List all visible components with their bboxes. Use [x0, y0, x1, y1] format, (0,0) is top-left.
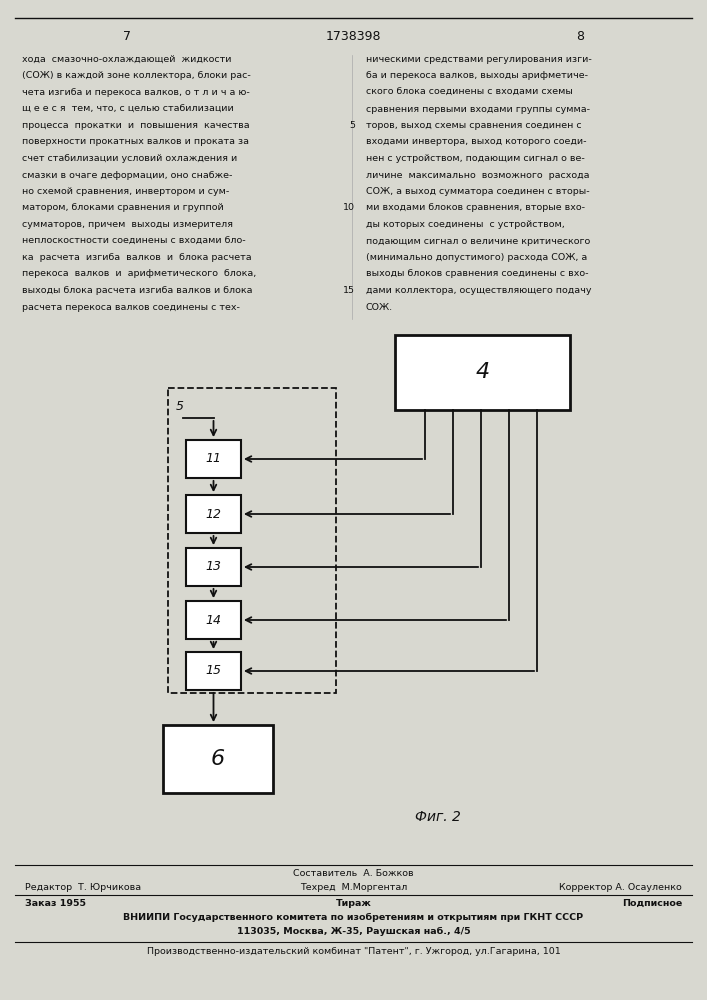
Text: сравнения первыми входами группы сумма-: сравнения первыми входами группы сумма- — [366, 104, 590, 113]
Text: неплоскостности соединены с входами бло-: неплоскостности соединены с входами бло- — [22, 236, 245, 245]
Bar — [186, 601, 241, 639]
Text: ба и перекоса валков, выходы арифметиче-: ба и перекоса валков, выходы арифметиче- — [366, 72, 588, 81]
Text: Тираж: Тираж — [336, 899, 371, 908]
Text: ского блока соединены с входами схемы: ского блока соединены с входами схемы — [366, 88, 573, 97]
Text: Фиг. 2: Фиг. 2 — [415, 810, 461, 824]
Text: 13: 13 — [206, 560, 221, 574]
Text: Редактор  Т. Юрчикова: Редактор Т. Юрчикова — [25, 883, 141, 892]
Text: подающим сигнал о величине критического: подающим сигнал о величине критического — [366, 236, 590, 245]
Text: 12: 12 — [206, 508, 221, 520]
Text: (СОЖ) в каждой зоне коллектора, блоки рас-: (СОЖ) в каждой зоне коллектора, блоки ра… — [22, 72, 251, 81]
Text: СОЖ.: СОЖ. — [366, 302, 393, 312]
Text: выходы блока расчета изгиба валков и блока: выходы блока расчета изгиба валков и бло… — [22, 286, 252, 295]
Text: выходы блоков сравнения соединены с вхо-: выходы блоков сравнения соединены с вхо- — [366, 269, 588, 278]
Text: матором, блоками сравнения и группой: матором, блоками сравнения и группой — [22, 204, 223, 213]
Text: 5: 5 — [349, 121, 355, 130]
Text: (минимально допустимого) расхода СОЖ, а: (минимально допустимого) расхода СОЖ, а — [366, 253, 588, 262]
Text: чета изгиба и перекоса валков, о т л и ч а ю-: чета изгиба и перекоса валков, о т л и ч… — [22, 88, 250, 97]
Text: 4: 4 — [475, 362, 489, 382]
Bar — [186, 652, 241, 690]
Text: входами инвертора, выход которого соеди-: входами инвертора, выход которого соеди- — [366, 137, 587, 146]
Text: 5: 5 — [176, 400, 184, 413]
Text: расчета перекоса валков соединены с тех-: расчета перекоса валков соединены с тех- — [22, 302, 240, 312]
Text: 11: 11 — [206, 452, 221, 466]
Text: Техред  М.Моргентал: Техред М.Моргентал — [300, 883, 407, 892]
Text: ническими средствами регулирования изги-: ническими средствами регулирования изги- — [366, 55, 592, 64]
Bar — [186, 548, 241, 586]
Text: 7: 7 — [123, 30, 132, 43]
Text: сумматоров, причем  выходы измерителя: сумматоров, причем выходы измерителя — [22, 220, 233, 229]
Text: Составитель  А. Божков: Составитель А. Божков — [293, 869, 414, 878]
Text: 15: 15 — [206, 664, 221, 678]
Text: ми входами блоков сравнения, вторые вхо-: ми входами блоков сравнения, вторые вхо- — [366, 204, 585, 213]
Text: ды которых соединены  с устройством,: ды которых соединены с устройством, — [366, 220, 565, 229]
Text: Подписное: Подписное — [621, 899, 682, 908]
Text: хода  смазочно-охлаждающей  жидкости: хода смазочно-охлаждающей жидкости — [22, 55, 231, 64]
Text: 15: 15 — [343, 286, 355, 295]
Text: перекоса  валков  и  арифметического  блока,: перекоса валков и арифметического блока, — [22, 269, 256, 278]
Bar — [186, 440, 241, 478]
Bar — [186, 495, 241, 533]
Text: СОЖ, а выход сумматора соединен с вторы-: СОЖ, а выход сумматора соединен с вторы- — [366, 187, 590, 196]
Text: Производственно-издательский комбинат "Патент", г. Ужгород, ул.Гагарина, 101: Производственно-издательский комбинат "П… — [146, 947, 561, 956]
Text: смазки в очаге деформации, оно снабже-: смазки в очаге деформации, оно снабже- — [22, 170, 233, 180]
Text: ка  расчета  изгиба  валков  и  блока расчета: ка расчета изгиба валков и блока расчета — [22, 253, 252, 262]
Text: 10: 10 — [343, 204, 355, 213]
Text: ВНИИПИ Государственного комитета по изобретениям и открытиям при ГКНТ СССР: ВНИИПИ Государственного комитета по изоб… — [124, 913, 583, 922]
Text: щ е е с я  тем, что, с целью стабилизации: щ е е с я тем, что, с целью стабилизации — [22, 104, 234, 113]
Text: 6: 6 — [211, 749, 225, 769]
Text: личине  максимально  возможного  расхода: личине максимально возможного расхода — [366, 170, 590, 180]
Text: 1738398: 1738398 — [326, 30, 381, 43]
Text: процесса  прокатки  и  повышения  качества: процесса прокатки и повышения качества — [22, 121, 250, 130]
Text: торов, выход схемы сравнения соединен с: торов, выход схемы сравнения соединен с — [366, 121, 582, 130]
Bar — [163, 725, 273, 793]
Text: Заказ 1955: Заказ 1955 — [25, 899, 86, 908]
Text: нен с устройством, подающим сигнал о ве-: нен с устройством, подающим сигнал о ве- — [366, 154, 585, 163]
Text: поверхности прокатных валков и проката за: поверхности прокатных валков и проката з… — [22, 137, 249, 146]
Text: 113035, Москва, Ж-35, Раушская наб., 4/5: 113035, Москва, Ж-35, Раушская наб., 4/5 — [237, 927, 470, 936]
Text: 8: 8 — [575, 30, 584, 43]
Text: Корректор А. Осауленко: Корректор А. Осауленко — [559, 883, 682, 892]
Text: 14: 14 — [206, 613, 221, 626]
Text: дами коллектора, осуществляющего подачу: дами коллектора, осуществляющего подачу — [366, 286, 592, 295]
Bar — [395, 335, 570, 410]
Bar — [168, 388, 336, 693]
Text: но схемой сравнения, инвертором и сум-: но схемой сравнения, инвертором и сум- — [22, 187, 229, 196]
Text: счет стабилизации условий охлаждения и: счет стабилизации условий охлаждения и — [22, 154, 238, 163]
